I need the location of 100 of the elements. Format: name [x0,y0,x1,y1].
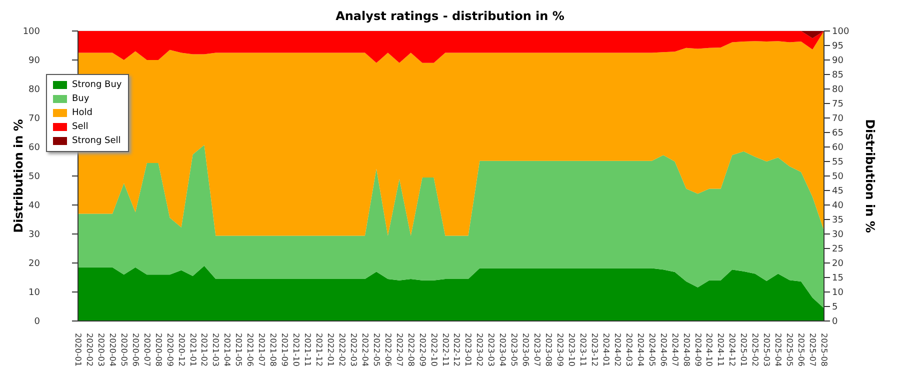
y2-tick-label: 45 [832,186,844,197]
x-tick-label: 2024-09 [693,333,702,366]
x-tick-label: 2022-02 [337,333,346,366]
x-tick-label: 2023-10 [567,333,576,366]
x-tick-label: 2024-10 [704,333,714,366]
y-tick-label: 80 [28,85,40,96]
y2-tick-label: 90 [832,56,844,66]
x-tick-label: 2024-06 [658,333,668,366]
x-tick-label: 2023-05 [510,333,519,366]
x-tick-label: 2022-06 [383,333,392,366]
x-tick-label: 2024-03 [624,333,634,366]
y2-tick-label: 15 [832,274,844,284]
x-tick-label: 2021-04 [222,333,232,366]
x-tick-label: 2025-07 [808,333,818,366]
y2-tick-label: 40 [832,201,844,212]
x-tick-label: 2023-04 [498,333,508,366]
y-tick-label: 0 [34,317,40,328]
x-tick-label: 2021-07 [257,333,266,366]
x-tick-label: 2024-02 [612,333,622,366]
y2-tick-label: 5 [832,302,838,313]
x-tick-label: 2024-08 [682,333,691,366]
y-tick-label: 20 [28,259,40,270]
y2-tick-label: 85 [832,70,844,81]
y2-tick-label: 75 [832,100,844,110]
y2-tick-label: 35 [832,216,844,226]
x-tick-label: 2022-03 [348,333,358,366]
legend-label: Strong Buy [72,80,122,90]
y-tick-label: 60 [28,143,40,154]
x-tick-label: 2022-09 [418,333,427,366]
x-tick-label: 2024-11 [716,333,726,366]
legend-label: Strong Sell [72,136,121,146]
x-tick-label: 2023-12 [590,333,599,366]
x-tick-label: 2020-03 [96,333,106,366]
legend-label: Sell [72,122,88,132]
y-tick-label: 10 [28,288,40,298]
x-tick-label: 2021-10 [292,333,301,366]
x-tick-label: 2023-01 [464,333,473,366]
y2-tick-label: 10 [832,288,844,298]
x-tick-label: 2023-03 [486,333,496,366]
x-tick-label: 2023-02 [475,333,484,366]
x-tick-label: 2025-05 [785,333,794,366]
y-tick-label: 90 [28,56,40,66]
x-tick-label: 2020-04 [108,333,117,366]
y2-tick-label: 30 [832,230,844,240]
x-tick-label: 2021-09 [280,333,290,366]
x-tick-label: 2023-08 [544,333,554,366]
x-tick-label: 2020-08 [154,333,163,366]
x-tick-label: 2021-06 [246,333,255,366]
y2-tick-label: 60 [832,143,844,154]
y-tick-label: 40 [28,201,40,212]
x-tick-label: 2024-12 [728,333,737,366]
y2-axis-title: Distribution in % [862,119,877,233]
legend-label: Buy [72,94,90,104]
x-tick-label: 2025-08 [820,333,828,366]
y-tick-label: 50 [28,172,40,182]
x-tick-label: 2023-09 [556,333,565,366]
x-tick-label: 2021-05 [234,333,244,366]
y2-tick-label: 70 [832,114,844,124]
y2-tick-label: 50 [832,172,844,182]
x-tick-label: 2022-10 [429,333,438,366]
legend-label: Hold [72,108,92,118]
y2-tick-label: 80 [832,85,844,96]
x-tick-label: 2025-02 [750,333,760,366]
x-tick-label: 2025-06 [796,333,806,366]
x-tick-label: 2020-05 [119,333,128,366]
x-tick-label: 2022-04 [360,333,370,366]
x-tick-label: 2020-07 [142,333,152,366]
x-tick-label: 2021-02 [200,333,209,366]
x-tick-label: 2022-07 [394,333,404,366]
x-tick-label: 2024-05 [647,333,656,366]
x-tick-label: 2021-01 [188,333,198,366]
y-tick-label: 70 [28,114,40,124]
x-tick-label: 2022-12 [452,333,462,366]
y2-tick-label: 25 [832,244,844,255]
x-tick-label: 2025-04 [774,333,783,366]
x-tick-label: 2025-01 [739,333,748,366]
x-tick-label: 2020-12 [176,333,186,366]
x-tick-label: 2023-06 [521,333,530,366]
x-tick-label: 2020-02 [84,333,94,366]
x-tick-label: 2024-04 [636,333,645,366]
x-tick-label: 2022-01 [326,333,335,366]
chart-title: Analyst ratings - distribution in % [334,8,566,25]
y2-tick-label: 55 [832,158,844,168]
y-tick-label: 30 [28,230,40,240]
y2-tick-label: 100 [832,27,850,38]
x-tick-label: 2021-03 [211,333,220,366]
y2-tick-label: 0 [832,317,838,328]
x-tick-label: 2021-11 [303,333,312,366]
x-tick-label: 2020-06 [130,333,140,366]
y2-tick-label: 95 [832,42,844,52]
x-tick-label: 2022-08 [406,333,416,366]
x-tick-label: 2022-05 [372,333,381,366]
x-tick-label: 2021-12 [314,333,324,366]
y-tick-label: 100 [22,27,40,38]
x-tick-label: 2020-01 [74,333,82,366]
y-axis-title: Distribution in % [11,119,26,233]
x-tick-label: 2023-11 [578,333,588,366]
x-tick-label: 2021-08 [268,333,278,366]
y2-tick-label: 20 [832,259,844,270]
x-tick-label: 2023-07 [532,333,542,366]
